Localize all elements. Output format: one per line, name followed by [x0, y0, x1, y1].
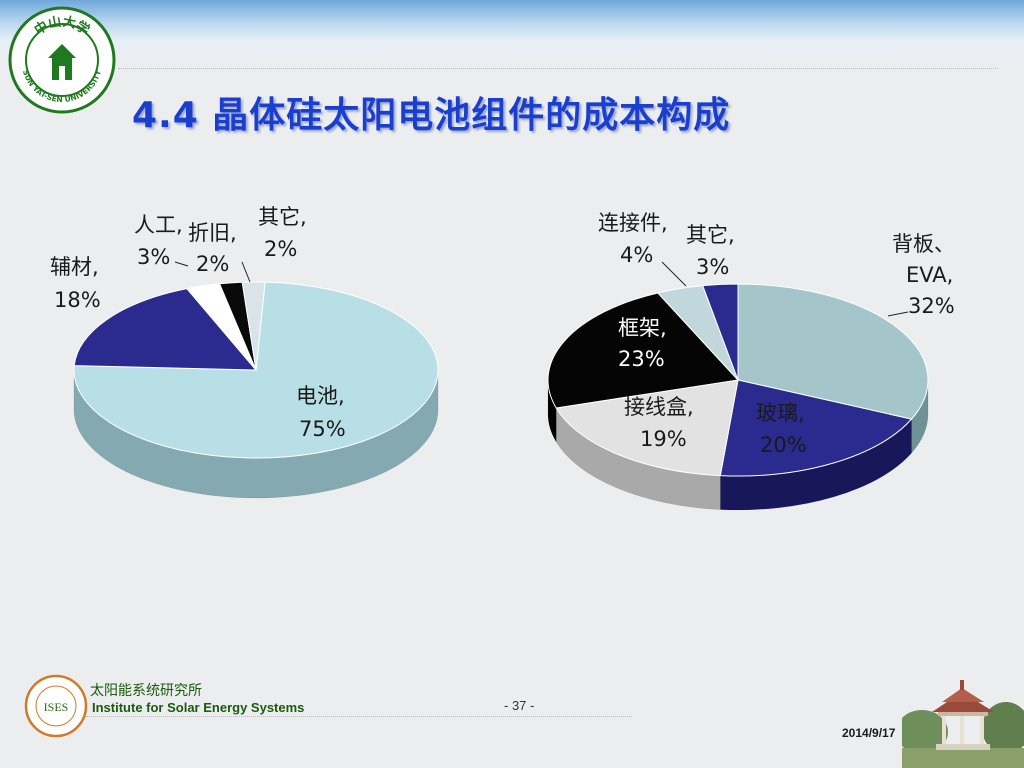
- institute-name-en: Institute for Solar Energy Systems: [92, 700, 305, 715]
- ises-badge-text: ISES: [44, 700, 69, 714]
- value-other: 2%: [264, 237, 297, 261]
- sky-banner-fade: [0, 40, 1024, 60]
- value-depreciation: 2%: [196, 252, 229, 276]
- sky-banner: [0, 0, 1024, 40]
- page-number: - 37 -: [504, 698, 535, 713]
- value-junction-box: 19%: [640, 427, 687, 451]
- pie-chart-material-cost: 连接件, 4% 其它, 3% 背板、 EVA, 32% 框架, 23% 接线盒,…: [547, 211, 955, 511]
- label-cells: 电池,: [296, 384, 345, 408]
- value-labor: 3%: [137, 245, 170, 269]
- label-backsheet-line2: EVA,: [906, 263, 953, 287]
- value-materials: 18%: [54, 288, 101, 312]
- pie-chart-module-cost: 人工, 3% 折旧, 2% 其它, 2% 辅材, 18% 电池, 75%: [50, 205, 439, 499]
- right-pie-slice-2: [555, 379, 739, 477]
- university-seal-icon: 中山大学 SUN YAT-SEN UNIVERSITY: [8, 6, 116, 114]
- leader-line-backsheet: [887, 311, 909, 317]
- label-glass: 玻璃,: [756, 401, 805, 425]
- right-pie-slice-5: [702, 283, 739, 381]
- label-depreciation: 折旧,: [188, 221, 237, 245]
- label-materials: 辅材,: [50, 255, 99, 279]
- leader-line-labor: [174, 261, 189, 267]
- slide-title: 4.4 晶体硅太阳电池组件的成本构成: [132, 95, 731, 136]
- label-other2: 其它,: [686, 223, 735, 247]
- value-backsheet: 32%: [908, 294, 955, 318]
- value-other2: 3%: [696, 255, 729, 279]
- value-connector: 4%: [620, 243, 653, 267]
- label-junction-box: 接线盒,: [624, 395, 694, 419]
- right-pie-slice-1: [719, 379, 913, 477]
- header-divider: [118, 68, 998, 69]
- left-pie-slice-1: [73, 288, 258, 371]
- label-frame: 框架,: [618, 316, 667, 340]
- label-labor: 人工,: [134, 213, 183, 237]
- footer-divider: [86, 716, 632, 717]
- label-backsheet-line1: 背板、: [892, 232, 955, 256]
- left-pie-slice-4: [241, 281, 266, 371]
- value-cells: 75%: [299, 417, 346, 441]
- leader-line-other: [241, 261, 251, 283]
- value-glass: 20%: [760, 433, 807, 457]
- right-pie-slice-3: [547, 292, 740, 409]
- leader-line-connector: [661, 261, 687, 287]
- institute-name-cn: 太阳能系统研究所: [90, 683, 202, 699]
- pavilion-photo: [902, 640, 1024, 768]
- ises-badge-icon: ISES: [24, 674, 88, 738]
- slide-date: 2014/9/17: [842, 726, 896, 740]
- label-other: 其它,: [258, 205, 307, 229]
- label-connector: 连接件,: [598, 211, 668, 235]
- right-pie-slice-0: [737, 283, 929, 420]
- value-frame: 23%: [618, 347, 665, 371]
